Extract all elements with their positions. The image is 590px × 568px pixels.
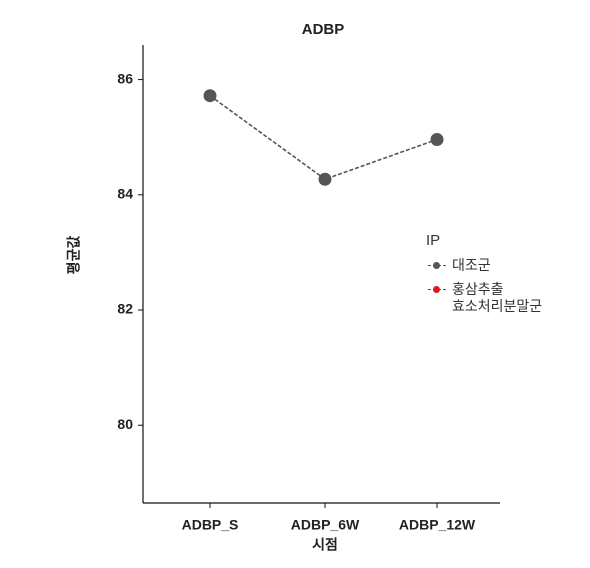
legend-item: 홍삼추출 효소처리분말군 (426, 281, 542, 315)
x-tick-label: ADBP_6W (291, 517, 360, 533)
legend-item: 대조군 (426, 257, 542, 275)
legend-title: IP (426, 232, 441, 249)
y-tick-label: 84 (117, 185, 133, 201)
x-axis-label: 시점 (312, 537, 338, 553)
legend-label: 대조군 (452, 257, 491, 273)
legend-point (433, 262, 440, 269)
chart-title: ADBP (302, 21, 345, 38)
x-tick-label: ADBP_S (182, 517, 239, 533)
y-tick-label: 80 (117, 416, 133, 432)
point (203, 89, 217, 103)
legend-point (433, 286, 440, 293)
y-tick-label: 86 (117, 70, 133, 86)
legend-key (426, 257, 448, 275)
y-tick-label: 82 (117, 301, 133, 317)
legend-label: 홍삼추출 효소처리분말군 (452, 281, 543, 314)
x-tick-label: ADBP_12W (399, 517, 476, 533)
y-axis-label: 평균값 (66, 236, 82, 275)
point (430, 132, 444, 146)
legend-key (426, 281, 448, 299)
point (318, 172, 332, 186)
series-line (209, 95, 438, 181)
